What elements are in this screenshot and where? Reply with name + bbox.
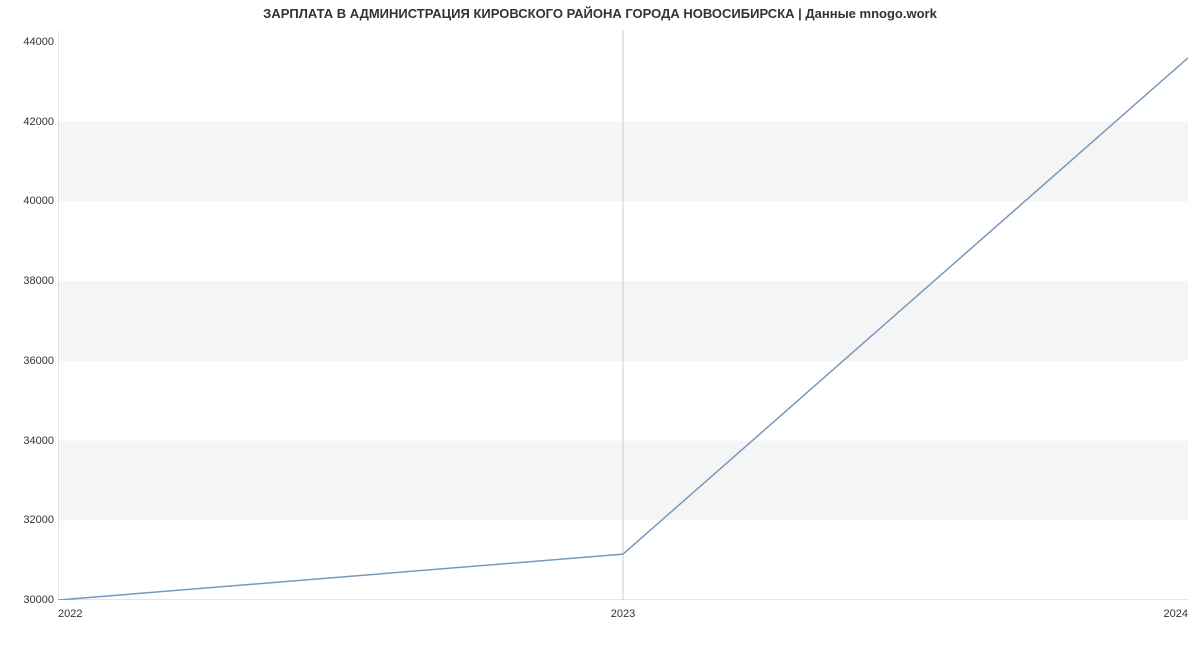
y-tick-label: 30000 [4, 594, 54, 606]
x-tick-label: 2023 [611, 608, 635, 620]
salary-line-chart: ЗАРПЛАТА В АДМИНИСТРАЦИЯ КИРОВСКОГО РАЙО… [0, 0, 1200, 650]
plot-area [58, 30, 1188, 600]
y-tick-label: 42000 [4, 116, 54, 128]
y-tick-label: 32000 [4, 514, 54, 526]
y-tick-label: 36000 [4, 355, 54, 367]
chart-title: ЗАРПЛАТА В АДМИНИСТРАЦИЯ КИРОВСКОГО РАЙО… [0, 6, 1200, 21]
x-tick-label: 2022 [58, 608, 82, 620]
y-tick-label: 34000 [4, 435, 54, 447]
y-tick-label: 38000 [4, 275, 54, 287]
y-tick-label: 40000 [4, 195, 54, 207]
chart-svg [58, 30, 1188, 600]
y-tick-label: 44000 [4, 36, 54, 48]
x-tick-label: 2024 [1164, 608, 1188, 620]
